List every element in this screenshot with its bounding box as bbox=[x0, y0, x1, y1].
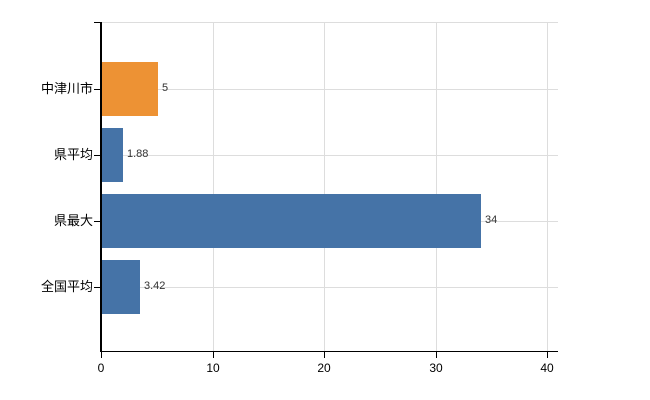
x-axis-tick-label: 0 bbox=[97, 361, 105, 375]
x-axis-line bbox=[100, 351, 558, 352]
x-axis-tick bbox=[213, 352, 214, 358]
category-label-4: 全国平均 bbox=[40, 279, 93, 294]
bar-value-label: 34 bbox=[485, 214, 498, 226]
y-axis-tick bbox=[94, 22, 100, 23]
x-axis-tick-label: 40 bbox=[540, 361, 554, 375]
x-axis-tick-label: 10 bbox=[206, 361, 220, 375]
x-axis-tick bbox=[547, 352, 548, 358]
y-axis-tick bbox=[94, 221, 100, 222]
bar-3 bbox=[102, 194, 481, 248]
y-axis-tick bbox=[94, 287, 100, 288]
y-axis-tick bbox=[94, 89, 100, 90]
x-gridline bbox=[324, 22, 325, 351]
x-axis-tick-label: 20 bbox=[317, 361, 331, 375]
category-label-2: 県平均 bbox=[53, 147, 93, 162]
bar-value-label: 3.42 bbox=[144, 280, 166, 292]
category-label-3: 県最大 bbox=[53, 213, 93, 228]
category-label-1: 中津川市 bbox=[40, 81, 93, 96]
y-axis-line bbox=[100, 22, 102, 352]
x-gridline bbox=[547, 22, 548, 351]
y-gridline bbox=[101, 287, 558, 288]
bar-value-label: 1.88 bbox=[127, 148, 149, 160]
bar-2 bbox=[102, 128, 123, 182]
x-gridline bbox=[436, 22, 437, 351]
y-gridline bbox=[101, 155, 558, 156]
x-axis-tick bbox=[436, 352, 437, 358]
bar-value-label: 5 bbox=[162, 82, 169, 94]
x-gridline bbox=[213, 22, 214, 351]
x-axis-tick bbox=[324, 352, 325, 358]
bar-4 bbox=[102, 260, 140, 314]
y-gridline bbox=[101, 89, 558, 90]
bar-1 bbox=[102, 62, 158, 116]
plot-top-border bbox=[101, 22, 558, 23]
y-axis-tick bbox=[94, 155, 100, 156]
x-axis-tick bbox=[101, 352, 102, 358]
x-axis-tick-label: 30 bbox=[429, 361, 443, 375]
